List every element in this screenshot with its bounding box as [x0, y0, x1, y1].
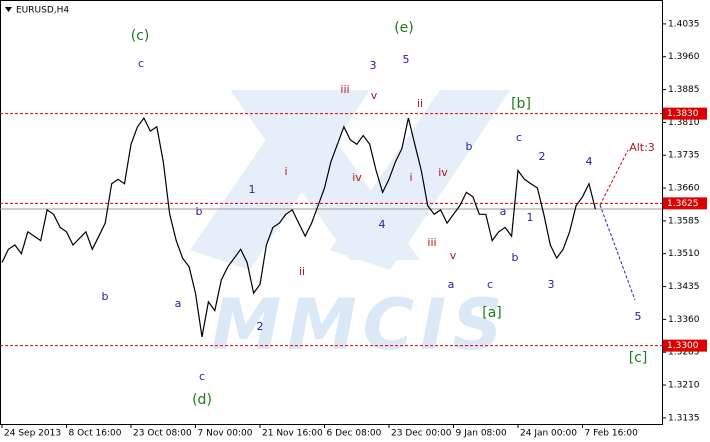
y-tick-label: 1.3885 [668, 85, 700, 95]
x-tick-label: 7 Feb 16:00 [585, 429, 639, 439]
wave-label: ii [417, 97, 423, 110]
y-tick-label: 1.3660 [668, 184, 700, 194]
y-tick-label: 1.3960 [668, 52, 700, 62]
wave-label: b [512, 251, 519, 264]
x-tick-label: 7 Nov 00:00 [198, 429, 253, 439]
y-tick-label: 1.3810 [668, 118, 700, 128]
wave-label: (e) [394, 20, 414, 36]
wave-label: 1 [527, 211, 534, 224]
y-tick-label: 1.3435 [668, 282, 700, 292]
wave-label: 2 [257, 320, 264, 333]
wave-label: ii [299, 265, 305, 278]
price-line [1, 116, 596, 338]
x-tick-label: 23 Oct 08:00 [133, 429, 192, 439]
wave-label: i [284, 165, 287, 178]
x-tick-label: 24 Sep 2013 [4, 429, 61, 439]
y-tick-label: 1.3585 [668, 216, 700, 226]
wave-label: b [102, 290, 109, 303]
wave-label: 5 [635, 310, 642, 323]
y-tick-label: 1.3210 [668, 381, 700, 391]
y-tick-label: 1.3135 [668, 413, 700, 423]
wave-label: 4 [586, 155, 593, 168]
x-tick-label: 6 Dec 08:00 [327, 429, 382, 439]
wave-label: 5 [403, 53, 410, 66]
y-tick-label: 1.3510 [668, 249, 700, 259]
wave-label: v [371, 89, 378, 102]
x-tick-label: 24 Jan 00:00 [520, 429, 577, 439]
y-tick-label: 1.3360 [668, 315, 700, 325]
x-tick-label: 21 Nov 16:00 [262, 429, 323, 439]
price-level-box [663, 107, 707, 120]
wave-label: Alt:3 [629, 141, 655, 154]
price-level-label: 1.3300 [667, 341, 699, 351]
wave-label: (d) [192, 392, 212, 408]
wave-label: c [487, 278, 493, 291]
wave-label: a [500, 205, 507, 218]
wave-label: iv [352, 171, 362, 184]
wave-label: 3 [370, 59, 377, 72]
price-level-label: 1.3830 [667, 109, 699, 119]
wave-label: iii [340, 83, 349, 96]
x-tick-label: 23 Dec 00:00 [391, 429, 452, 439]
wave-label: 2 [539, 150, 546, 163]
wave-label: 4 [379, 218, 386, 231]
wave-label: i [409, 171, 412, 184]
x-tick-label: 8 Oct 16:00 [69, 429, 122, 439]
wave-label: b [466, 140, 473, 153]
wave-label: b [196, 205, 203, 218]
price-level-label: 1.3625 [667, 199, 699, 209]
wave-label: iv [438, 166, 448, 179]
wave-label: [b] [511, 96, 531, 112]
alt-projection [599, 149, 629, 206]
wave-label: [a] [482, 305, 502, 321]
y-tick-label: 1.3735 [668, 151, 700, 161]
plot-frame [0, 0, 663, 425]
y-tick-label: 1.4035 [668, 19, 700, 29]
wave-label: (c) [131, 28, 150, 44]
chart-title: EURUSD,H4 [16, 6, 69, 16]
menu-arrow[interactable] [5, 7, 12, 12]
wave-label: 1 [249, 183, 256, 196]
wave-label: [c] [629, 350, 648, 366]
wave-label: v [450, 249, 457, 262]
watermark-shapes [190, 90, 510, 270]
price-level-box [663, 197, 707, 210]
main-projection [599, 204, 636, 301]
watermark: MMCIS [211, 284, 508, 366]
wave-label: c [138, 57, 144, 70]
wave-label: c [516, 131, 522, 144]
wave-label: c [199, 370, 205, 383]
wave-label: a [175, 297, 182, 310]
price-level-box [663, 339, 707, 352]
y-tick-label: 1.3285 [668, 348, 700, 358]
wave-label: iii [427, 236, 436, 249]
wave-label: a [448, 278, 455, 291]
wave-label: 3 [548, 278, 555, 291]
x-tick-label: 9 Jan 08:00 [456, 429, 508, 439]
